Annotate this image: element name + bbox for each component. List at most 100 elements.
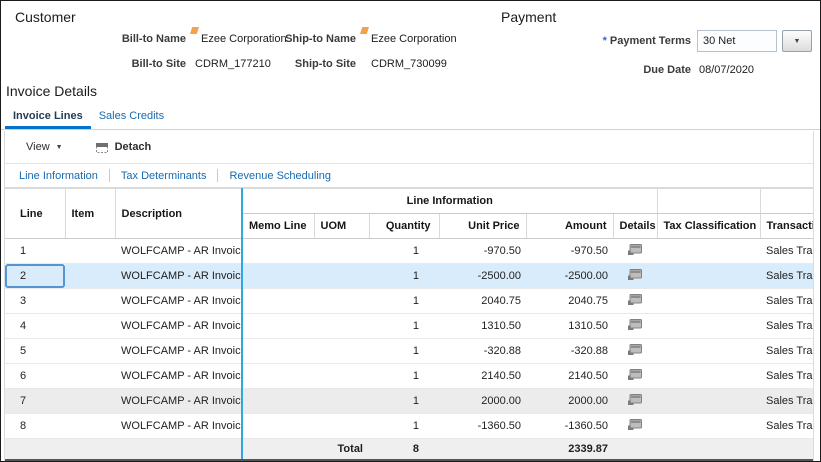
- detach-button[interactable]: Detach: [95, 141, 151, 154]
- line-cell[interactable]: 5: [5, 338, 65, 364]
- details-icon[interactable]: [627, 343, 643, 356]
- details-icon[interactable]: [627, 293, 643, 306]
- quantity-cell[interactable]: 1: [369, 263, 439, 289]
- uom-cell[interactable]: [314, 263, 369, 289]
- line-cell[interactable]: 4: [5, 313, 65, 339]
- item-cell[interactable]: [65, 413, 115, 439]
- details-icon[interactable]: [627, 393, 643, 406]
- item-cell[interactable]: [65, 263, 115, 289]
- transaction-cell[interactable]: Sales Transa: [760, 288, 813, 314]
- amount-cell[interactable]: -2500.00: [526, 263, 613, 289]
- unit-price-cell[interactable]: -1360.50: [439, 413, 526, 439]
- uom-cell[interactable]: [314, 238, 369, 264]
- tax-classification-cell[interactable]: [657, 388, 761, 414]
- amount-cell[interactable]: -970.50: [526, 238, 613, 264]
- tax-classification-cell[interactable]: [657, 338, 761, 364]
- table-row[interactable]: 8 WOLFCAMP - AR Invoice 1 -1360.50 -1360…: [5, 413, 813, 439]
- transaction-cell[interactable]: Sales Transa: [760, 338, 813, 364]
- table-row[interactable]: 7 WOLFCAMP - AR Invoice 1 2000.00 2000.0…: [5, 388, 813, 414]
- uom-cell[interactable]: [314, 338, 369, 364]
- amount-cell[interactable]: 2040.75: [526, 288, 613, 314]
- unit-price-cell[interactable]: -320.88: [439, 338, 526, 364]
- memo-line-cell[interactable]: [242, 338, 314, 364]
- quantity-cell[interactable]: 1: [369, 238, 439, 264]
- transaction-cell[interactable]: Sales Transa: [760, 238, 813, 264]
- description-cell[interactable]: WOLFCAMP - AR Invoice: [115, 388, 243, 414]
- transaction-cell[interactable]: Sales Transa: [760, 263, 813, 289]
- quantity-cell[interactable]: 1: [369, 288, 439, 314]
- uom-cell[interactable]: [314, 313, 369, 339]
- amount-cell[interactable]: -1360.50: [526, 413, 613, 439]
- tab-invoice-lines[interactable]: Invoice Lines: [5, 110, 91, 129]
- link-line-information[interactable]: Line Information: [19, 169, 98, 182]
- quantity-cell[interactable]: 1: [369, 363, 439, 389]
- tax-classification-cell[interactable]: [657, 413, 761, 439]
- amount-cell[interactable]: 2000.00: [526, 388, 613, 414]
- transaction-cell[interactable]: Sales Transa: [760, 313, 813, 339]
- details-icon[interactable]: [627, 368, 643, 381]
- table-row[interactable]: 4 WOLFCAMP - AR Invoice 1 1310.50 1310.5…: [5, 313, 813, 339]
- description-cell[interactable]: WOLFCAMP - AR Invoice: [115, 413, 243, 439]
- item-cell[interactable]: [65, 338, 115, 364]
- table-row[interactable]: 2 WOLFCAMP - AR Invoice 1 -2500.00 -2500…: [5, 263, 813, 289]
- item-cell[interactable]: [65, 363, 115, 389]
- unit-price-cell[interactable]: 2140.50: [439, 363, 526, 389]
- quantity-cell[interactable]: 1: [369, 313, 439, 339]
- details-icon[interactable]: [627, 268, 643, 281]
- item-cell[interactable]: [65, 238, 115, 264]
- memo-line-cell[interactable]: [242, 263, 314, 289]
- description-cell[interactable]: WOLFCAMP - AR Invoice: [115, 313, 243, 339]
- unit-price-cell[interactable]: -2500.00: [439, 263, 526, 289]
- description-cell[interactable]: WOLFCAMP - AR Invoice: [115, 288, 243, 314]
- tax-classification-cell[interactable]: [657, 363, 761, 389]
- line-cell[interactable]: 8: [5, 413, 65, 439]
- unit-price-cell[interactable]: 1310.50: [439, 313, 526, 339]
- table-row[interactable]: 1 WOLFCAMP - AR Invoice 1 -970.50 -970.5…: [5, 238, 813, 264]
- table-row[interactable]: 3 WOLFCAMP - AR Invoice 1 2040.75 2040.7…: [5, 288, 813, 314]
- quantity-cell[interactable]: 1: [369, 388, 439, 414]
- transaction-cell[interactable]: Sales Transa: [760, 413, 813, 439]
- tax-classification-cell[interactable]: [657, 263, 761, 289]
- link-revenue-scheduling[interactable]: Revenue Scheduling: [229, 169, 332, 182]
- memo-line-cell[interactable]: [242, 388, 314, 414]
- item-cell[interactable]: [65, 388, 115, 414]
- details-icon[interactable]: [627, 318, 643, 331]
- unit-price-cell[interactable]: 2040.75: [439, 288, 526, 314]
- item-cell[interactable]: [65, 313, 115, 339]
- line-cell[interactable]: 2: [5, 263, 65, 289]
- quantity-cell[interactable]: 1: [369, 413, 439, 439]
- table-row[interactable]: 5 WOLFCAMP - AR Invoice 1 -320.88 -320.8…: [5, 338, 813, 364]
- memo-line-cell[interactable]: [242, 313, 314, 339]
- memo-line-cell[interactable]: [242, 363, 314, 389]
- tab-sales-credits[interactable]: Sales Credits: [98, 110, 165, 122]
- payment-terms-input[interactable]: 30 Net: [697, 30, 777, 52]
- tax-classification-cell[interactable]: [657, 238, 761, 264]
- unit-price-cell[interactable]: 2000.00: [439, 388, 526, 414]
- memo-line-cell[interactable]: [242, 238, 314, 264]
- amount-cell[interactable]: 1310.50: [526, 313, 613, 339]
- uom-cell[interactable]: [314, 363, 369, 389]
- transaction-cell[interactable]: Sales Transa: [760, 388, 813, 414]
- line-cell[interactable]: 6: [5, 363, 65, 389]
- description-cell[interactable]: WOLFCAMP - AR Invoice: [115, 363, 243, 389]
- view-menu-button[interactable]: View ▼: [26, 141, 63, 153]
- description-cell[interactable]: WOLFCAMP - AR Invoice: [115, 238, 243, 264]
- uom-cell[interactable]: [314, 413, 369, 439]
- item-cell[interactable]: [65, 288, 115, 314]
- payment-terms-dropdown-button[interactable]: ▼: [782, 30, 812, 52]
- memo-line-cell[interactable]: [242, 413, 314, 439]
- uom-cell[interactable]: [314, 288, 369, 314]
- details-icon[interactable]: [627, 243, 643, 256]
- amount-cell[interactable]: -320.88: [526, 338, 613, 364]
- details-icon[interactable]: [627, 418, 643, 431]
- unit-price-cell[interactable]: -970.50: [439, 238, 526, 264]
- line-cell[interactable]: 1: [5, 238, 65, 264]
- tax-classification-cell[interactable]: [657, 313, 761, 339]
- description-cell[interactable]: WOLFCAMP - AR Invoice: [115, 263, 243, 289]
- memo-line-cell[interactable]: [242, 288, 314, 314]
- line-cell[interactable]: 3: [5, 288, 65, 314]
- link-tax-determinants[interactable]: Tax Determinants: [120, 169, 207, 182]
- description-cell[interactable]: WOLFCAMP - AR Invoice: [115, 338, 243, 364]
- line-cell[interactable]: 7: [5, 388, 65, 414]
- uom-cell[interactable]: [314, 388, 369, 414]
